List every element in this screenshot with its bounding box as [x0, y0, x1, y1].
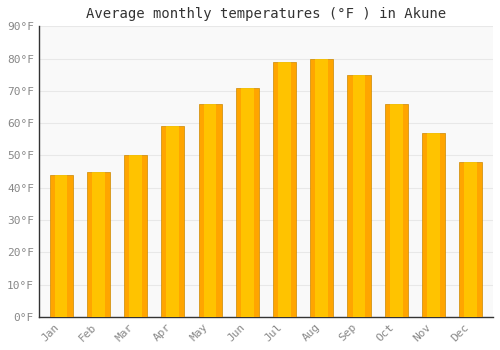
Bar: [459, 162, 482, 317]
Bar: [55, 175, 68, 317]
Bar: [310, 58, 334, 317]
Bar: [162, 126, 184, 317]
Bar: [348, 75, 370, 317]
Bar: [422, 133, 445, 317]
Bar: [384, 104, 408, 317]
Bar: [87, 172, 110, 317]
Bar: [241, 88, 254, 317]
Bar: [236, 88, 259, 317]
Bar: [316, 58, 328, 317]
Bar: [130, 155, 142, 317]
Bar: [124, 155, 147, 317]
Title: Average monthly temperatures (°F ) in Akune: Average monthly temperatures (°F ) in Ak…: [86, 7, 446, 21]
Bar: [198, 104, 222, 317]
Bar: [92, 172, 104, 317]
Bar: [166, 126, 179, 317]
Bar: [427, 133, 440, 317]
Bar: [50, 175, 72, 317]
Bar: [278, 62, 291, 317]
Bar: [352, 75, 366, 317]
Bar: [390, 104, 402, 317]
Bar: [204, 104, 216, 317]
Bar: [273, 62, 296, 317]
Bar: [464, 162, 477, 317]
